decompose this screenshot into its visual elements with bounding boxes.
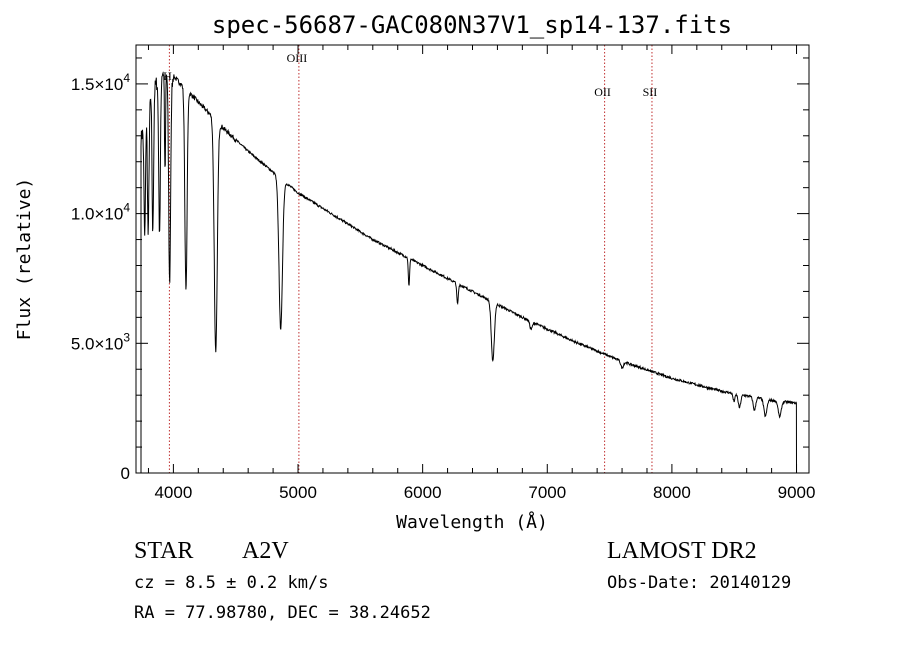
x-axis-ticks: 4000 5000 6000 7000 8000 9000 (147, 45, 816, 502)
y-tick-label-1: 5.0×103 (71, 330, 130, 353)
marker-label-0: H (163, 69, 172, 83)
object-class: STAR (134, 538, 194, 564)
marker-label-2: OII (594, 85, 611, 99)
marker-label-3: SII (643, 85, 658, 99)
x-tick-label-2: 6000 (404, 483, 442, 502)
y-tick-label-3: 1.5×104 (71, 71, 130, 94)
redshift-value: cz = 8.5 ± 0.2 km/s (134, 573, 329, 593)
x-tick-label-4: 8000 (653, 483, 691, 502)
x-tick-label-5: 9000 (778, 483, 816, 502)
x-axis-label: Wavelength (Å) (396, 511, 548, 533)
chart-title: spec-56687-GAC080N37V1_sp14-137.fits (212, 11, 732, 39)
y-axis-label: Flux (relative) (14, 178, 35, 341)
spectral-subclass: A2V (242, 538, 289, 564)
survey-name: LAMOST DR2 (607, 538, 757, 564)
spectrum-line (140, 71, 797, 474)
marker-label-1: OIII (287, 51, 308, 65)
x-tick-label-0: 4000 (154, 483, 192, 502)
emission-line-markers: H OIII OII SII (163, 45, 657, 473)
y-tick-label-0: 0 (121, 464, 130, 483)
x-tick-label-1: 5000 (279, 483, 317, 502)
plot-frame (135, 44, 810, 474)
y-tick-label-2: 1.0×104 (71, 201, 130, 224)
x-tick-label-3: 7000 (528, 483, 566, 502)
sky-coordinates: RA = 77.98780, DEC = 38.24652 (134, 603, 431, 623)
observation-date: Obs-Date: 20140129 (607, 573, 792, 593)
y-axis-ticks: 0 5.0×103 1.0×104 1.5×104 (71, 57, 809, 483)
